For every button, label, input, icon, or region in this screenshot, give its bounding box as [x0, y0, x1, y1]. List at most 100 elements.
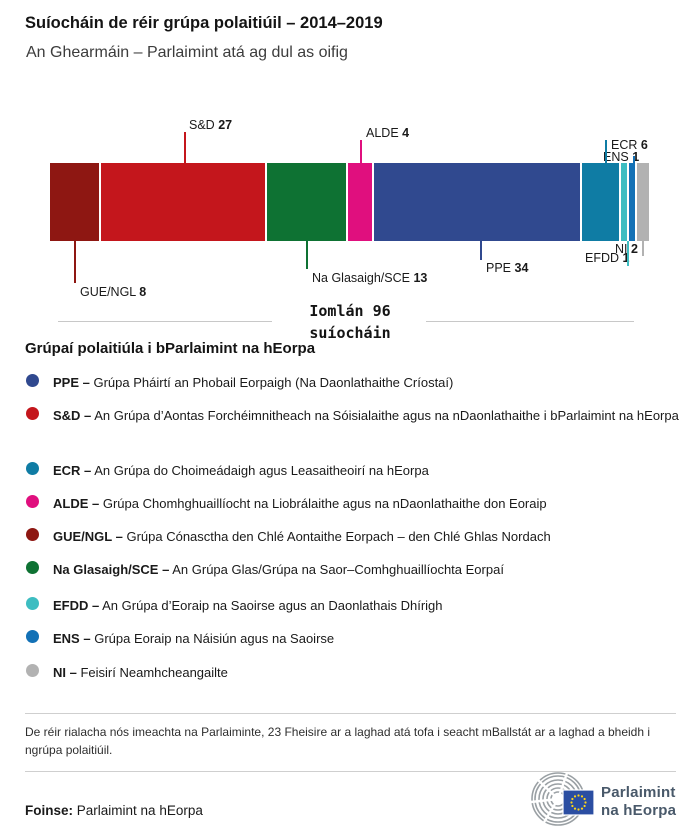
- legend-desc-ni: Feisirí Neamhcheangailte: [80, 665, 228, 680]
- bar-segment-alde: [347, 163, 372, 241]
- callout-efdd-group: EFDD: [585, 251, 620, 265]
- legend-desc-guengl: Grúpa Cónasctha den Chlé Aontaithe Eorpa…: [126, 529, 551, 544]
- source-line: Foinse: Parlaimint na hEorpa: [25, 803, 203, 818]
- leader-line-alde: [360, 140, 362, 163]
- total-seats-label: Iomlán 96 suíocháin: [270, 300, 430, 344]
- footnote-text: De réir rialacha nós imeachta na Parlaim…: [25, 725, 651, 757]
- legend-desc-ens: Grúpa Eoraip na Náisiún agus na Saoirse: [94, 631, 335, 646]
- legend-dot-glasaigh: [26, 561, 39, 574]
- legend-dot-efdd: [26, 597, 39, 610]
- legend-dot-guengl: [26, 528, 39, 541]
- callout-ppe-seats: 34: [514, 261, 529, 275]
- callout-ppe-group: PPE: [486, 261, 512, 275]
- callout-sd-seats: 27: [218, 118, 233, 132]
- legend-key-efdd: EFDD –: [53, 598, 100, 613]
- legend-key-ni: NI –: [53, 665, 77, 680]
- legend-desc-sd: An Grúpa d’Aontas Forchéimnitheach na Só…: [94, 408, 679, 423]
- leader-line-sd: [184, 132, 186, 163]
- callout-ecr-group: ECR: [611, 138, 638, 152]
- eu-flag: [562, 789, 595, 816]
- bar-segment-ni: [636, 163, 650, 241]
- legend-dot-sd: [26, 407, 39, 420]
- legend-key-ppe: PPE –: [53, 375, 90, 390]
- legend-item-ens: ENS – Grúpa Eoraip na Náisiún agus na Sa…: [53, 629, 681, 648]
- callout-ni: NI 2: [615, 242, 638, 256]
- total-rule-left: [58, 321, 272, 322]
- legend-item-guengl: GUE/NGL – Grúpa Cónasctha den Chlé Aonta…: [53, 527, 681, 546]
- legend-dot-ecr: [26, 462, 39, 475]
- bar-segment-ppe: [373, 163, 581, 241]
- legend-desc-ecr: An Grúpa do Choimeádaigh agus Leasaitheo…: [94, 463, 429, 478]
- callout-sd: S&D 27: [189, 118, 232, 132]
- legend-key-ens: ENS –: [53, 631, 91, 646]
- legend-dot-ppe: [26, 374, 39, 387]
- page-subtitle: An Ghearmáin – Parlaimint atá ag dul as …: [26, 44, 348, 61]
- callout-alde-group: ALDE: [366, 126, 399, 140]
- bar-segment-ecr: [582, 163, 619, 241]
- callout-ens: ENS 1: [603, 150, 639, 164]
- footnote-divider-bottom: [25, 771, 676, 772]
- stacked-bar: [50, 163, 650, 241]
- legend-item-sd: S&D – An Grúpa d’Aontas Forchéimnitheach…: [53, 406, 681, 425]
- eu-flag-stars: [570, 794, 587, 811]
- leader-line-efdd: [627, 241, 629, 266]
- leader-line-ni: [642, 241, 644, 256]
- callout-ecr-seats: 6: [640, 138, 648, 152]
- callout-ens-seats: 1: [632, 150, 640, 164]
- legend-dot-ni: [26, 664, 39, 677]
- callout-ens-group: ENS: [603, 150, 629, 164]
- legend-dot-alde: [26, 495, 39, 508]
- ep-logo-text-line2: na hEorpa: [601, 802, 677, 819]
- callout-glasaigh-group: Na Glasaigh/SCE: [312, 271, 410, 285]
- footnote-divider-top: [25, 713, 676, 714]
- source-text: Parlaimint na hEorpa: [76, 803, 203, 818]
- ep-logo-text-line1: Parlaimint: [601, 784, 676, 801]
- source-label: Foinse:: [25, 803, 74, 818]
- leader-line-ens: [633, 156, 635, 163]
- callout-guengl-seats: 8: [139, 285, 147, 299]
- callout-glasaigh: Na Glasaigh/SCE 13: [312, 271, 427, 285]
- legend-desc-glasaigh: An Grúpa Glas/Grúpa na Saor–Comhghuaillí…: [172, 562, 504, 577]
- legend-key-ecr: ECR –: [53, 463, 92, 478]
- total-seats-line1: Iomlán 96: [309, 302, 391, 320]
- callout-guengl: GUE/NGL 8: [80, 285, 146, 299]
- callout-sd-group: S&D: [189, 118, 215, 132]
- callout-ni-group: NI: [615, 242, 628, 256]
- legend-item-glasaigh: Na Glasaigh/SCE – An Grúpa Glas/Grúpa na…: [53, 560, 681, 579]
- legend-item-ppe: PPE – Grúpa Pháirtí an Phobail Eorpaigh …: [53, 373, 681, 392]
- bar-segment-gue-ngl: [50, 163, 99, 241]
- legend-desc-efdd: An Grúpa d’Eoraip na Saoirse agus an Dao…: [102, 598, 443, 613]
- leader-line-ppe: [480, 241, 482, 260]
- total-rule-right: [426, 321, 634, 322]
- legend-key-glasaigh: Na Glasaigh/SCE –: [53, 562, 170, 577]
- callout-guengl-group: GUE/NGL: [80, 285, 136, 299]
- bar-segment-ens: [628, 163, 635, 241]
- legend-item-ecr: ECR – An Grúpa do Choimeádaigh agus Leas…: [53, 461, 681, 480]
- legend-heading: Grúpaí polaitiúla i bParlaimint na hEorp…: [25, 340, 316, 357]
- legend-key-alde: ALDE –: [53, 496, 100, 511]
- callout-alde-seats: 4: [402, 126, 410, 140]
- bar-segment-efdd: [620, 163, 627, 241]
- callout-alde: ALDE 4: [366, 126, 409, 140]
- page-title: Suíocháin de réir grúpa polaitiúil – 201…: [25, 14, 383, 32]
- leader-line-glasaigh: [306, 241, 308, 269]
- legend-item-alde: ALDE – Grúpa Chomhghuaillíocht na Liobrá…: [53, 494, 681, 513]
- legend-key-sd: S&D –: [53, 408, 92, 423]
- callout-ppe: PPE 34: [486, 261, 528, 275]
- legend-desc-alde: Grúpa Chomhghuaillíocht na Liobrálaithe …: [102, 496, 547, 511]
- callout-efdd-seats: 1: [622, 251, 630, 265]
- legend-item-ni: NI – Feisirí Neamhcheangailte: [53, 663, 681, 682]
- legend-item-efdd: EFDD – An Grúpa d’Eoraip na Saoirse agus…: [53, 596, 681, 615]
- legend-key-guengl: GUE/NGL –: [53, 529, 123, 544]
- leader-line-guengl: [74, 241, 76, 283]
- bar-segment-s-d: [100, 163, 265, 241]
- bar-segment-na-glasaigh-sce: [266, 163, 346, 241]
- callout-glasaigh-seats: 13: [413, 271, 428, 285]
- callout-ni-seats: 2: [630, 242, 638, 256]
- hemicycle-rays: [531, 772, 569, 825]
- callout-ecr: ECR 6: [611, 138, 648, 152]
- total-seats-line2: suíocháin: [309, 324, 391, 342]
- legend-dot-ens: [26, 630, 39, 643]
- callout-efdd: EFDD 1: [585, 251, 629, 265]
